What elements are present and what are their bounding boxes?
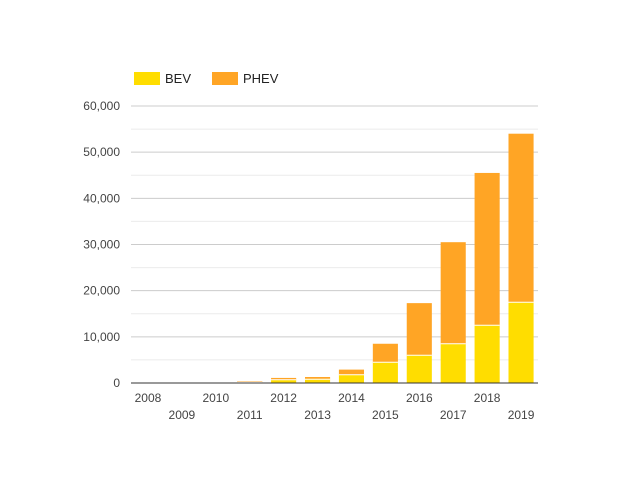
bar-phev-2013 [304,376,331,380]
bar-bev-2015 [372,362,398,383]
x-tick-label: 2015 [372,408,399,422]
y-tick-label: 50,000 [83,145,120,159]
x-tick-label: 2017 [440,408,467,422]
tick-labels: 0 10,000 20,000 30,000 40,000 50,000 60,000 200… [83,99,534,422]
x-tick-label: 2018 [474,391,501,405]
x-tick-label: 2010 [202,391,229,405]
bar-bev-2017 [440,343,466,383]
x-tick-label: 2011 [237,408,263,422]
gridlines [131,105,538,361]
x-tick-label: 2009 [169,408,196,422]
y-tick-label: 60,000 [83,99,120,113]
bar-phev-2012 [271,377,297,380]
bar-phev-2015 [372,343,398,363]
y-tick-label: 40,000 [83,191,120,205]
legend-label-bev: BEV [165,71,191,86]
x-tick-label: 2019 [508,408,535,422]
bar-bev-2012 [271,379,297,383]
y-tick-label: 20,000 [83,284,120,298]
x-tick-label: 2016 [406,391,433,405]
bar-phev-2017 [440,242,466,344]
bar-bev-2018 [474,325,500,383]
y-tick-label: 0 [113,376,120,390]
bar-phev-2014 [338,369,365,375]
legend-swatch-phev [212,72,238,85]
x-tick-label: 2008 [135,391,162,405]
legend-swatch-bev [134,72,160,85]
legend: BEV PHEV [134,71,279,86]
bar-bev-2016 [406,355,432,383]
bar-phev-2018 [474,172,500,326]
bar-bev-2019 [508,302,534,383]
x-tick-label: 2012 [270,391,297,405]
y-tick-label: 30,000 [83,238,120,252]
y-tick-label: 10,000 [83,330,120,344]
bar-phev-2016 [406,303,432,356]
legend-label-phev: PHEV [243,71,279,86]
bar-phev-2019 [508,133,534,303]
bar-bev-2013 [304,379,331,383]
x-tick-label: 2013 [304,408,331,422]
bars [135,133,534,384]
x-tick-label: 2014 [338,391,365,405]
bar-bev-2014 [338,374,365,383]
